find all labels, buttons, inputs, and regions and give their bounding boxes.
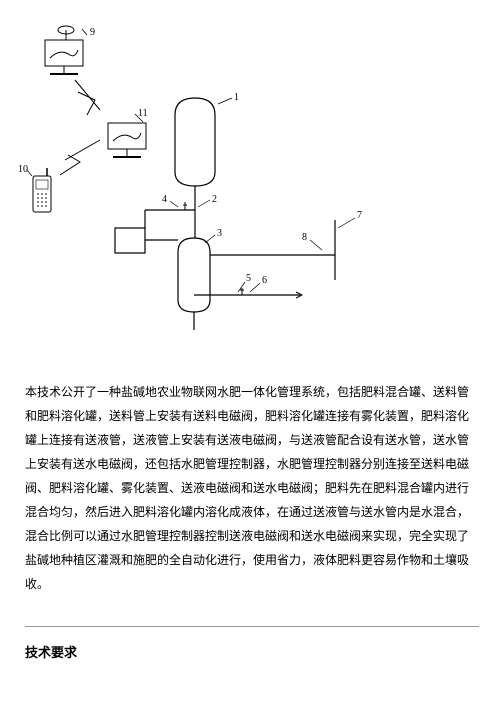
right-pipes: 7 8	[210, 210, 362, 280]
monitor-1-icon: 9	[45, 26, 95, 74]
label-9: 9	[90, 27, 95, 38]
label-6: 6	[262, 275, 267, 286]
system-diagram: 9 11 10 1	[0, 0, 504, 360]
junction-valve: 4 2	[145, 194, 217, 228]
label-10: 10	[18, 164, 28, 175]
monitor-2-icon: 11	[108, 108, 148, 157]
label-8: 8	[302, 232, 307, 243]
tank-2: 3	[178, 228, 222, 312]
label-4: 4	[162, 194, 167, 205]
control-box	[115, 228, 178, 253]
label-1: 1	[234, 92, 239, 103]
label-11: 11	[138, 108, 148, 119]
section-title: 技术要求	[0, 642, 504, 661]
wireless-signal-1	[75, 80, 100, 115]
label-2: 2	[212, 194, 217, 205]
label-5: 5	[246, 273, 251, 284]
wireless-signal-2	[60, 140, 100, 175]
label-7: 7	[357, 210, 362, 221]
label-3: 3	[217, 228, 222, 239]
body-paragraph: 本技术公开了一种盐碱地农业物联网水肥一体化管理系统，包括肥料混合罐、送料管和肥料…	[0, 360, 504, 606]
phone-icon: 10	[18, 164, 51, 212]
section-divider	[25, 626, 479, 627]
tank-1: 1	[175, 92, 239, 186]
